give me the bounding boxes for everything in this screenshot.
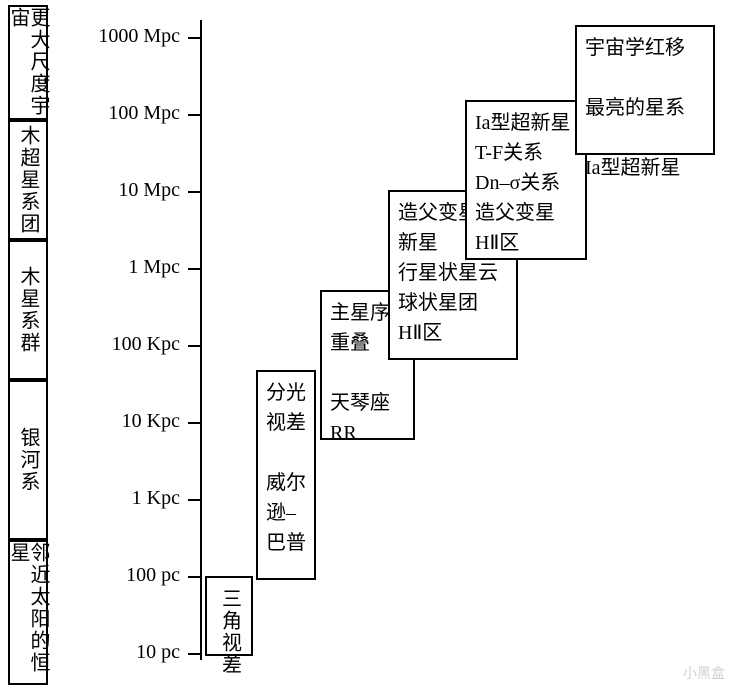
tick-label: 100 Mpc [60, 102, 180, 125]
scale-category-box: 木星系群 [8, 240, 48, 380]
tick-mark [188, 345, 200, 347]
method-line: 巴普 [266, 528, 306, 558]
tick-label: 1 Mpc [60, 256, 180, 279]
method-line [585, 123, 705, 153]
tick-label: 100 Kpc [60, 333, 180, 356]
method-line [266, 438, 306, 468]
scale-category-label: 木星系群 [18, 266, 38, 354]
scale-category-box: 邻近太阳的恒星 [8, 540, 48, 685]
method-line: T-F关系 [475, 138, 577, 168]
scale-category-box: 银河系 [8, 380, 48, 540]
method-box: Ia型超新星T-F关系Dn–σ关系造父变星HⅡ区 [465, 100, 587, 260]
method-line: RR [330, 418, 405, 448]
method-box: 分光视差 威尔逊–巴普 [256, 370, 316, 580]
method-line: 分光 [266, 378, 306, 408]
tick-mark [188, 499, 200, 501]
method-line: 逊– [266, 498, 306, 528]
y-axis-line [200, 20, 202, 660]
method-line: 宇宙学红移 [585, 33, 705, 63]
tick-label: 1000 Mpc [60, 25, 180, 48]
method-line: 视差 [266, 408, 306, 438]
method-label: 三角视差 [219, 588, 240, 676]
method-line: Dn–σ关系 [475, 168, 577, 198]
scale-category-label: 木超星系团 [18, 125, 38, 235]
method-line: 最亮的星系 [585, 93, 705, 123]
method-line: 球状星团 [398, 288, 508, 318]
scale-category-label: 更大尺度宇宙 [8, 7, 48, 118]
tick-mark [188, 653, 200, 655]
tick-label: 100 pc [60, 564, 180, 587]
tick-label: 10 pc [60, 641, 180, 664]
tick-mark [188, 191, 200, 193]
method-box: 宇宙学红移 最亮的星系 Ia型超新星 [575, 25, 715, 155]
scale-category-label: 邻近太阳的恒星 [8, 542, 48, 683]
method-box: 三角视差 [205, 576, 253, 656]
scale-category-box: 木超星系团 [8, 120, 48, 240]
tick-label: 1 Kpc [60, 487, 180, 510]
scale-category-box: 更大尺度宇宙 [8, 5, 48, 120]
method-line [330, 358, 405, 388]
tick-mark [188, 422, 200, 424]
method-line: 造父变星 [475, 198, 577, 228]
method-line: Ia型超新星 [585, 153, 705, 183]
method-line [585, 63, 705, 93]
method-line: HⅡ区 [398, 318, 508, 348]
method-line: 威尔 [266, 468, 306, 498]
tick-label: 10 Kpc [60, 410, 180, 433]
method-line: 行星状星云 [398, 258, 508, 288]
tick-mark [188, 114, 200, 116]
tick-mark [188, 576, 200, 578]
diagram-canvas: 1000 Mpc 100 Mpc 10 Mpc 1 Mpc 100 Kpc 10 Kpc 1… [0, 0, 735, 691]
method-line: HⅡ区 [475, 228, 577, 258]
watermark: 小黑盒 [683, 663, 725, 683]
method-line: 天琴座 [330, 388, 405, 418]
scale-category-label: 银河系 [18, 427, 38, 493]
tick-label: 10 Mpc [60, 179, 180, 202]
tick-mark [188, 37, 200, 39]
tick-mark [188, 268, 200, 270]
method-line: Ia型超新星 [475, 108, 577, 138]
